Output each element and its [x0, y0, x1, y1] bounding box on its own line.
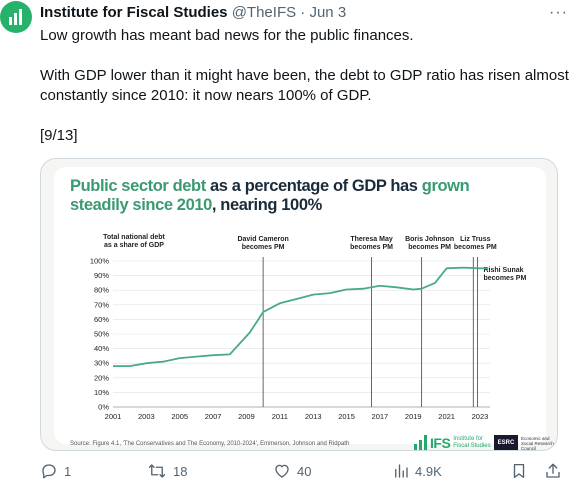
pm-annotation-label: David Cameron	[237, 236, 288, 243]
pm-annotation-label: becomes PM	[408, 244, 451, 251]
heart-icon	[275, 464, 289, 478]
chart-title-part: Public sector debt	[70, 177, 206, 195]
reply-count: 1	[64, 463, 72, 479]
y-tick-label: 10%	[94, 388, 109, 397]
bookmark-button[interactable]	[510, 462, 534, 480]
chart-title: Public sector debt as a percentage of GD…	[70, 177, 530, 215]
x-tick-label: 2019	[405, 412, 422, 421]
bookmark-icon	[513, 463, 525, 479]
pm-annotation-label: Theresa May	[350, 236, 393, 243]
like-button[interactable]: 40	[273, 462, 311, 480]
x-tick-label: 2005	[171, 412, 188, 421]
header-separator: ·	[300, 4, 306, 21]
retweet-count: 18	[173, 463, 188, 479]
share-icon	[546, 463, 560, 478]
x-tick-label: 2021	[438, 412, 455, 421]
esrc-logo-word: ESRC	[494, 435, 518, 450]
pm-annotation-label: becomes PM	[454, 244, 497, 251]
tweet-actions: 1 18 40 4.9K	[40, 462, 570, 482]
share-button[interactable]	[544, 462, 568, 480]
reply-button[interactable]: 1	[40, 462, 71, 480]
profile-avatar[interactable]	[0, 1, 32, 33]
ifs-bars-icon	[414, 435, 427, 450]
pm-annotation-label: becomes PM	[483, 275, 526, 282]
y-tick-label: 90%	[94, 271, 109, 280]
y-tick-label: 80%	[94, 286, 109, 295]
esrc-logo: ESRC Economic and Social Research Counci…	[494, 435, 557, 451]
views-icon	[395, 464, 408, 478]
x-tick-label: 2013	[305, 412, 322, 421]
x-tick-label: 2023	[472, 412, 489, 421]
pm-annotation-label: becomes PM	[350, 244, 393, 251]
chart-title-part: grown steadily since 2010	[70, 177, 470, 214]
x-tick-label: 2003	[138, 412, 155, 421]
x-tick-label: 2015	[338, 412, 355, 421]
tweet-body: Low growth has meant bad news for the pu…	[40, 26, 570, 146]
y-tick-label: 0%	[98, 403, 109, 412]
chart-title-part: as a percentage of GDP has	[205, 177, 422, 195]
y-axis-label: Total national debt	[103, 234, 165, 241]
pm-annotation-label: Rishi Sunak	[483, 267, 523, 274]
author-name[interactable]: Institute for Fiscal Studies	[40, 4, 228, 21]
x-tick-label: 2017	[372, 412, 389, 421]
y-tick-label: 60%	[94, 315, 109, 324]
chart-title-part: , nearing 100%	[211, 196, 322, 214]
pm-annotation-label: Liz Truss	[460, 236, 490, 243]
reply-icon	[42, 464, 56, 479]
chart-source: Source: Figure 4.1, 'The Conservatives a…	[70, 441, 350, 447]
y-tick-label: 70%	[94, 300, 109, 309]
ifs-logo: IFS Institute for Fiscal Studies	[414, 435, 491, 451]
ifs-logo-sub: Fiscal Studies	[453, 443, 491, 449]
tweet-text-line: With GDP lower than it might have been, …	[40, 67, 569, 104]
esrc-logo-sub: Economic and Social Research Council	[521, 435, 554, 451]
tweet-text-line: [9/13]	[40, 127, 78, 144]
author-handle[interactable]: @TheIFS	[231, 4, 297, 21]
retweet-icon	[148, 464, 166, 478]
media-card[interactable]: Public sector debt as a percentage of GD…	[40, 158, 558, 451]
more-options-icon[interactable]: ···	[549, 4, 568, 21]
views-count: 4.9K	[415, 463, 442, 479]
x-tick-label: 2007	[205, 412, 222, 421]
y-tick-label: 100%	[90, 257, 110, 266]
y-tick-label: 20%	[94, 373, 109, 382]
x-tick-label: 2001	[105, 412, 122, 421]
tweet-text-line: Low growth has meant bad news for the pu…	[40, 27, 414, 44]
y-axis-label: as a share of GDP	[104, 242, 164, 249]
ifs-logo-word: IFS	[430, 435, 451, 451]
views-button[interactable]: 4.9K	[393, 462, 442, 480]
pm-annotation-label: becomes PM	[242, 244, 285, 251]
y-tick-label: 30%	[94, 359, 109, 368]
x-tick-label: 2011	[272, 412, 288, 421]
debt-series-line	[113, 266, 489, 367]
tweet-date[interactable]: Jun 3	[309, 4, 347, 21]
retweet-button[interactable]: 18	[147, 462, 187, 480]
y-tick-label: 50%	[94, 330, 109, 339]
like-count: 40	[297, 463, 312, 479]
y-tick-label: 40%	[94, 344, 109, 353]
chart-image: Public sector debt as a percentage of GD…	[54, 167, 554, 450]
ifs-logo-sub: Institute for	[453, 436, 483, 442]
pm-annotation-label: Boris Johnson	[405, 236, 454, 243]
x-tick-label: 2009	[238, 412, 255, 421]
tweet-header: Institute for Fiscal Studies @TheIFS · J…	[40, 4, 346, 22]
ifs-avatar-icon	[9, 9, 22, 25]
debt-chart: 0% 10% 20% 30% 40% 50% 60% 70% 80% 90% 100% 2001 200…	[90, 234, 527, 421]
